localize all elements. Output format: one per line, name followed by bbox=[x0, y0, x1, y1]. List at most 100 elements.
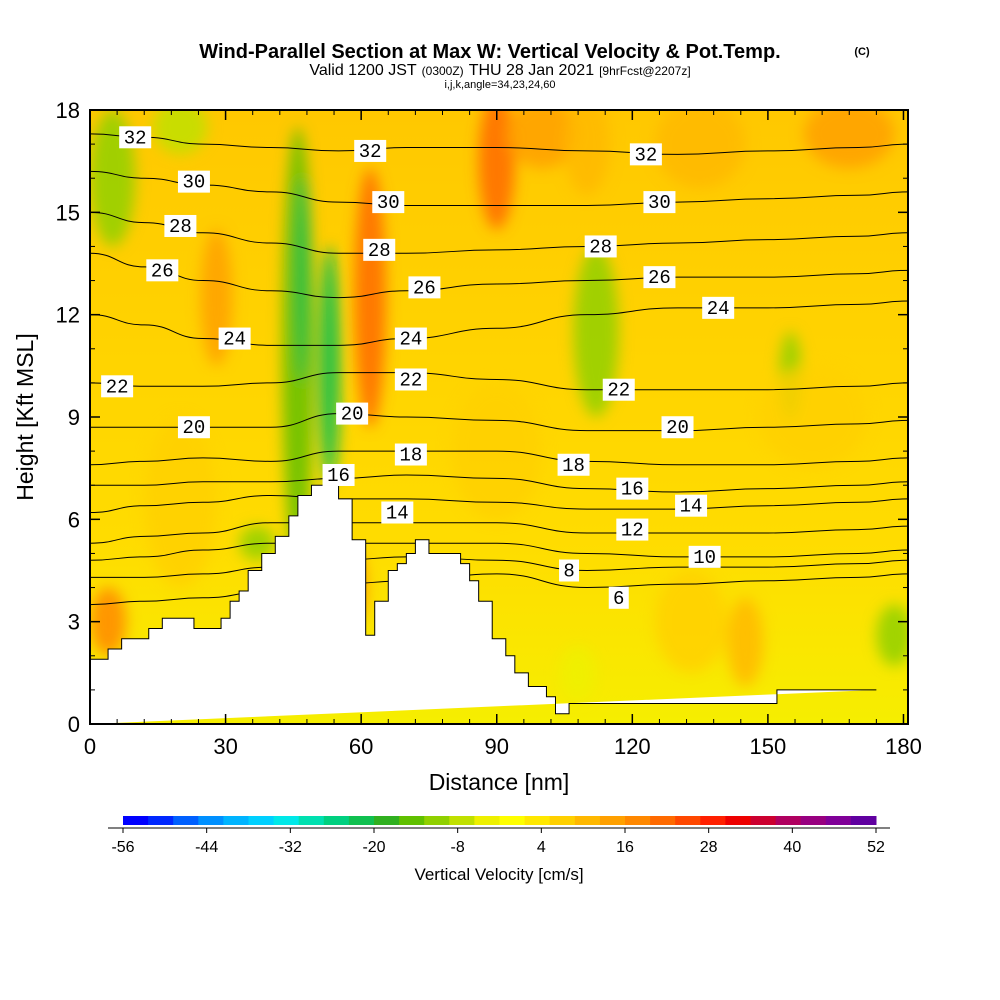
velocity-field bbox=[90, 110, 908, 701]
contour-label: 14 bbox=[680, 496, 703, 518]
colorbar-swatch bbox=[549, 816, 576, 825]
colorbar: -56 -44 -32 -20 -8 4 16 28 40 52 bbox=[108, 816, 890, 856]
colorbar-label: Vertical Velocity [cm/s] bbox=[414, 865, 583, 884]
contour-label: 24 bbox=[399, 329, 422, 351]
contour-label: 30 bbox=[648, 192, 671, 214]
contour-label: 10 bbox=[693, 547, 716, 569]
colorbar-tick-label: 28 bbox=[700, 839, 718, 856]
colorbar-swatch bbox=[599, 816, 626, 825]
contour-label-box bbox=[584, 235, 617, 258]
copyright-mark: (C) bbox=[854, 46, 870, 58]
contour-label-box bbox=[702, 296, 735, 319]
terrain-mask bbox=[90, 484, 877, 724]
colorbar-tick-label: 40 bbox=[783, 839, 801, 856]
contour-label-box bbox=[322, 463, 355, 486]
contour-label: 16 bbox=[327, 465, 350, 487]
contour-label-box bbox=[363, 238, 396, 261]
contour-label-box bbox=[336, 402, 369, 425]
colorbar-tick-label: -44 bbox=[195, 839, 218, 856]
x-tick-label: 0 bbox=[84, 734, 96, 759]
contour-label: 22 bbox=[607, 380, 630, 402]
contour-label: 20 bbox=[341, 404, 364, 426]
contour-label-box bbox=[394, 327, 427, 350]
colorbar-swatch bbox=[223, 816, 249, 825]
y-tick-label: 9 bbox=[68, 405, 80, 430]
velocity-blob-13 bbox=[564, 110, 610, 196]
contour-label: 12 bbox=[621, 520, 644, 542]
contour-label-box bbox=[146, 259, 179, 282]
velocity-blob-10 bbox=[354, 167, 387, 428]
x-axis-label: Distance [nm] bbox=[429, 769, 570, 795]
contour-label: 30 bbox=[183, 172, 206, 194]
contour-label: 22 bbox=[399, 369, 422, 391]
y-tick-label: 12 bbox=[56, 303, 80, 328]
valid-time-line: Valid 1200 JST (0300Z) THU 28 Jan 2021 [9hr… bbox=[309, 62, 690, 79]
contour-label-box bbox=[394, 443, 427, 466]
y-tick-label: 6 bbox=[68, 507, 80, 532]
x-tick-label: 120 bbox=[614, 734, 651, 759]
contour-label-box bbox=[177, 170, 210, 193]
contour-label-box bbox=[381, 501, 414, 524]
velocity-blob-7 bbox=[239, 526, 276, 561]
x-tick-label: 180 bbox=[885, 734, 922, 759]
y-tick-label: 0 bbox=[68, 712, 80, 737]
theta-contour-26 bbox=[90, 252, 908, 299]
contour-label-box bbox=[643, 266, 676, 289]
colorbar-swatch bbox=[524, 816, 551, 825]
velocity-blob-14 bbox=[654, 110, 746, 189]
colorbar-swatch bbox=[474, 816, 500, 825]
x-tick-label: 150 bbox=[750, 734, 787, 759]
contour-label-box bbox=[643, 191, 676, 214]
contour-label: 14 bbox=[386, 503, 409, 525]
y-tick-label: 18 bbox=[56, 98, 80, 123]
contour-label: 24 bbox=[223, 329, 246, 351]
velocity-blob-3 bbox=[573, 246, 619, 417]
contour-label: 16 bbox=[621, 479, 644, 501]
y-tick-label: 15 bbox=[56, 200, 80, 225]
contour-label: 30 bbox=[377, 192, 400, 214]
contour-label: 28 bbox=[169, 216, 192, 238]
colorbar-swatch bbox=[625, 816, 651, 825]
contour-labels: 32 32 32 30 30 30 28 28 28 26 26 26 24 24 24 22 22 22 20 20… bbox=[101, 126, 735, 610]
colorbar-tick-label: -32 bbox=[279, 839, 302, 856]
y-tick-label: 3 bbox=[68, 610, 80, 635]
contour-label: 32 bbox=[359, 141, 382, 163]
contour-label-box bbox=[629, 143, 662, 166]
velocity-blob-22 bbox=[758, 365, 868, 469]
velocity-blob-1 bbox=[318, 246, 341, 486]
contour-label-box bbox=[557, 453, 590, 476]
contour-label: 20 bbox=[666, 417, 689, 439]
colorbar-swatch bbox=[298, 816, 325, 825]
colorbar-swatch bbox=[273, 816, 300, 825]
colorbar-swatch bbox=[825, 816, 852, 825]
velocity-blob-9 bbox=[560, 645, 597, 701]
colorbar-swatch bbox=[725, 816, 751, 825]
contour-label: 28 bbox=[589, 236, 612, 258]
x-tick-label: 60 bbox=[349, 734, 373, 759]
colorbar-swatch bbox=[198, 816, 224, 825]
theta-contour-12 bbox=[90, 522, 908, 544]
velocity-blob-6 bbox=[153, 110, 208, 155]
theta-contour-8 bbox=[90, 556, 908, 578]
x-tick-label: 30 bbox=[213, 734, 237, 759]
colorbar-swatch bbox=[750, 816, 777, 825]
velocity-blob-20 bbox=[654, 570, 728, 673]
contour-label: 20 bbox=[183, 417, 206, 439]
contour-label: 28 bbox=[368, 240, 391, 262]
colorbar-tick-label: 4 bbox=[537, 839, 546, 856]
colorbar-swatch bbox=[499, 816, 526, 825]
colorbar-tick-label: -20 bbox=[362, 839, 385, 856]
contour-label: 26 bbox=[413, 277, 436, 299]
contour-label: 26 bbox=[151, 260, 174, 282]
theta-contour-18 bbox=[90, 450, 908, 466]
contour-label-box bbox=[559, 559, 580, 582]
velocity-blob-2 bbox=[295, 178, 310, 383]
theta-contours bbox=[90, 133, 908, 606]
colorbar-swatch bbox=[123, 816, 149, 825]
velocity-blob-11 bbox=[478, 110, 515, 230]
theta-contour-14 bbox=[90, 494, 908, 514]
velocity-blob-19 bbox=[727, 597, 764, 687]
contour-label-box bbox=[394, 368, 427, 391]
contour-label-box bbox=[218, 327, 251, 350]
contour-label: 8 bbox=[563, 561, 574, 583]
